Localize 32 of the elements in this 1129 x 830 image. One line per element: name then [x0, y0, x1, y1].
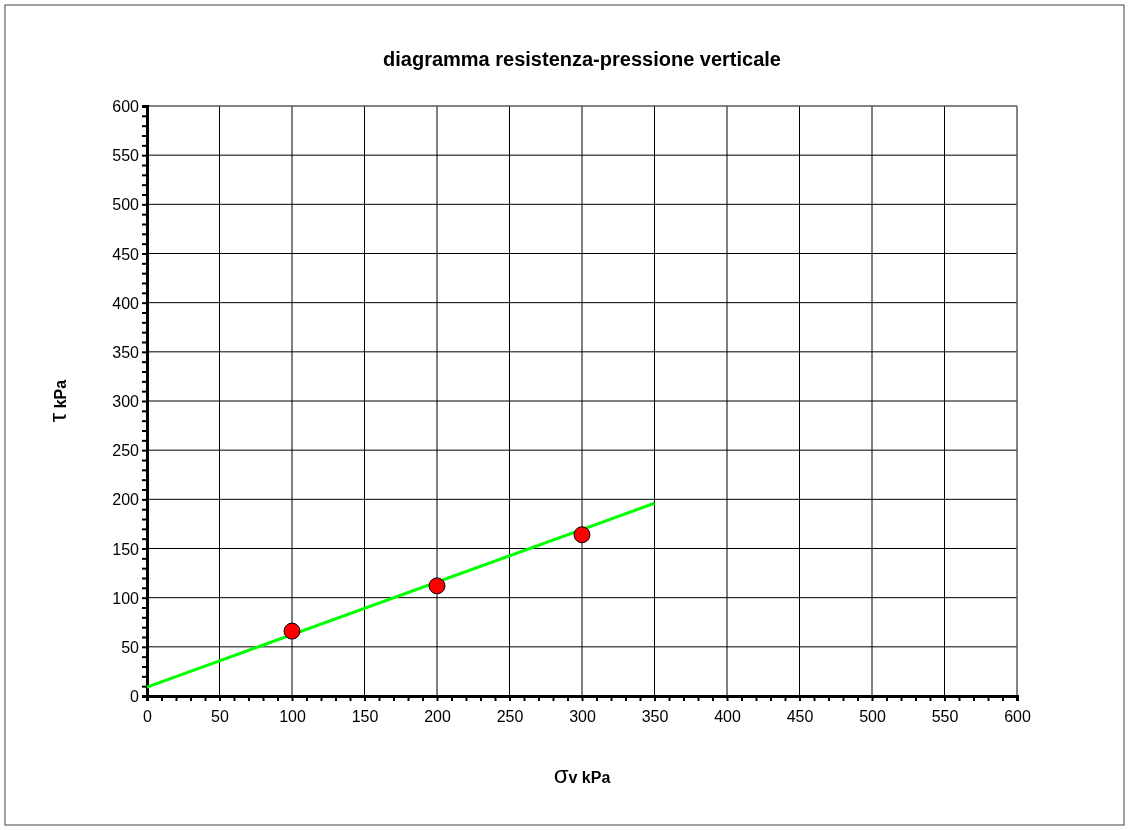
point — [573, 526, 591, 544]
x-tick-label: 300 — [569, 707, 596, 725]
x-tick-label: 550 — [931, 707, 959, 725]
x-tick-label: 0 — [143, 707, 153, 725]
y-tick-label: 250 — [112, 442, 140, 460]
y-tick-label: 0 — [130, 688, 140, 706]
x-tick-label: 600 — [1004, 707, 1031, 725]
y-tick-label: 50 — [121, 638, 140, 656]
x-axis-title: σv kPa — [553, 761, 611, 788]
y-tick-label: 150 — [112, 540, 140, 558]
x-tick-label: 400 — [714, 707, 741, 725]
x-tick-label: 350 — [641, 707, 669, 725]
y-tick-label: 500 — [112, 196, 140, 214]
point — [283, 622, 301, 640]
y-axis-title: τ kPa — [44, 379, 71, 423]
point — [428, 577, 446, 595]
y-tick-label: 200 — [112, 491, 140, 509]
x-tick-label: 50 — [211, 707, 229, 725]
y-tick-label: 450 — [112, 245, 140, 263]
y-tick-label: 350 — [112, 343, 140, 361]
x-tick-label: 200 — [424, 707, 451, 725]
x-tick-label: 150 — [351, 707, 379, 725]
y-tick-label: 100 — [112, 589, 140, 607]
y-tick-label: 550 — [112, 147, 140, 165]
y-tick-label: 600 — [112, 98, 140, 116]
y-tick-label: 300 — [112, 393, 140, 411]
x-tick-label: 100 — [279, 707, 306, 725]
y-tick-label: 400 — [112, 294, 140, 312]
x-tick-label: 250 — [496, 707, 524, 725]
chart-title: diagramma resistenza-pressione verticale — [383, 48, 781, 70]
x-tick-label: 500 — [859, 707, 886, 725]
x-tick-label: 450 — [786, 707, 814, 725]
